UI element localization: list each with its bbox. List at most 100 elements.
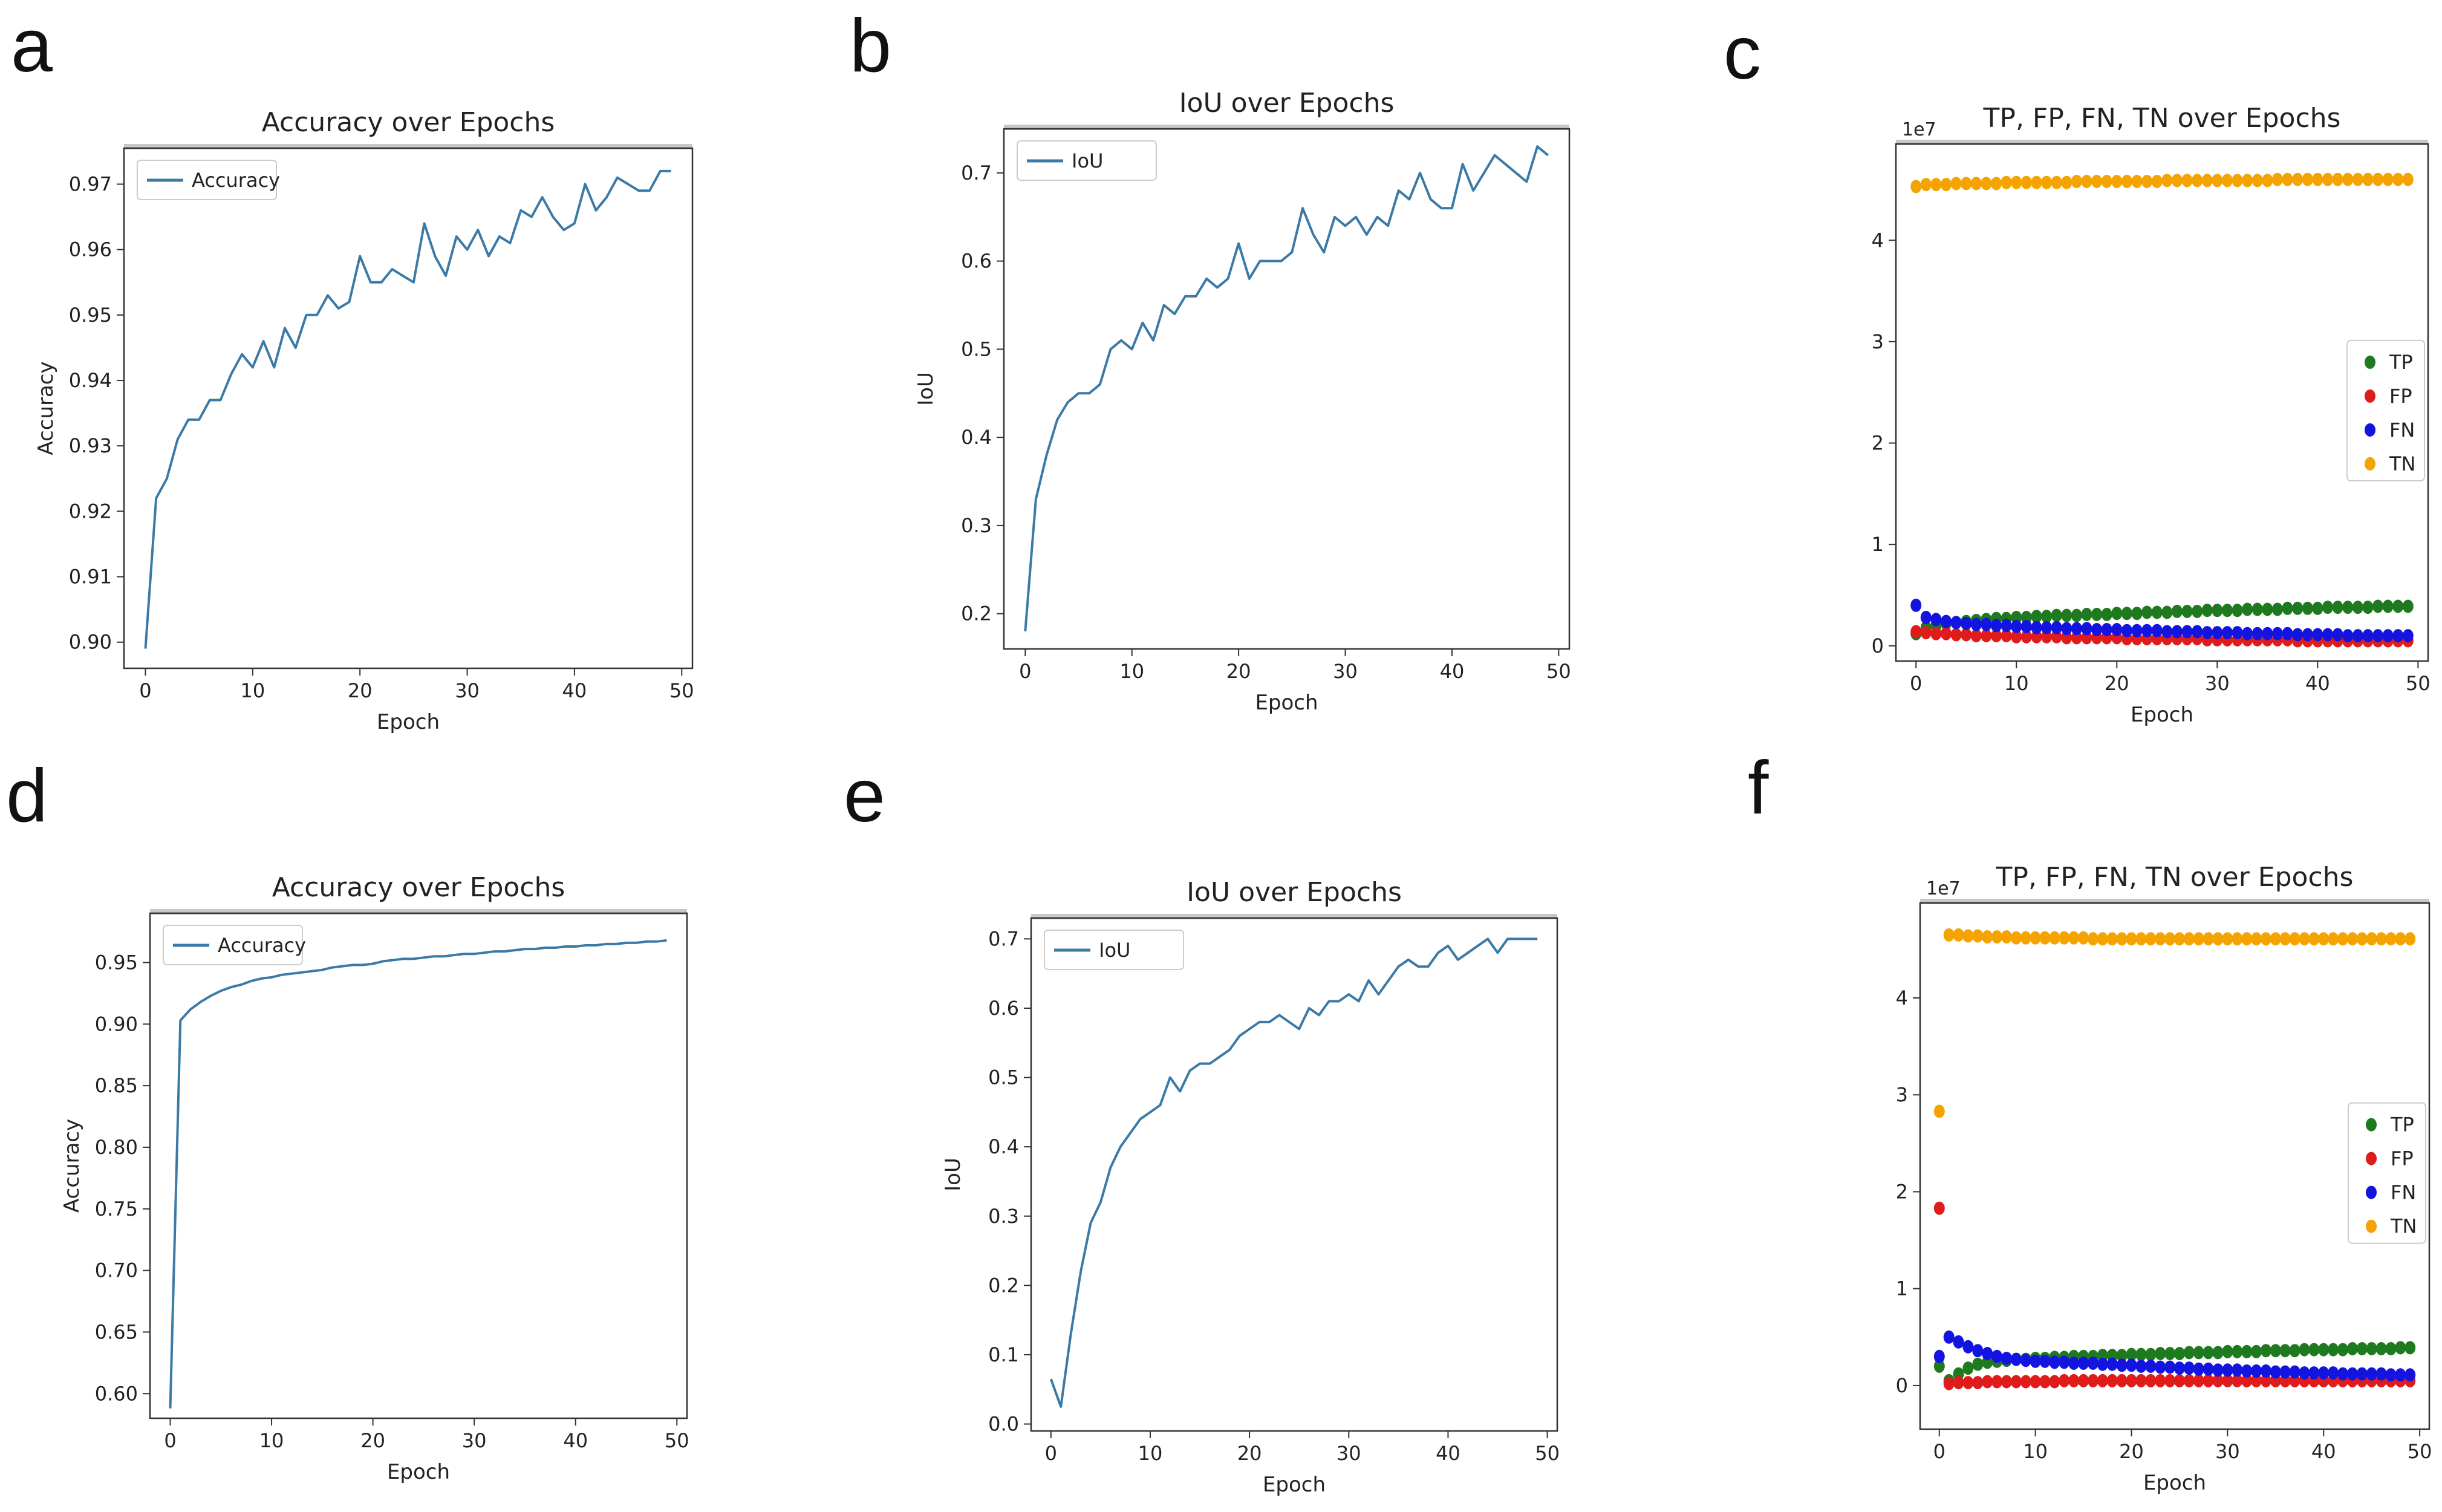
chart-e-ytick-label: 0.7 [988, 927, 1019, 950]
chart-f-point-fp [1991, 1375, 2003, 1389]
chart-c: TP, FP, FN, TN over Epochs 0 10 20 30 40 50 0 1 2… [1872, 103, 2431, 727]
chart-f-point-tn [2356, 932, 2368, 946]
chart-a-legend-label: Accuracy [192, 169, 280, 192]
chart-f-point-tn [2030, 931, 2041, 945]
chart-f-point-fp [1972, 1376, 1984, 1390]
chart-f-point-fp [2088, 1374, 2098, 1387]
chart-f-point-fn [2001, 1352, 2012, 1365]
chart-a-top-edge [124, 144, 692, 149]
chart-c-legend-swatch-fp [2365, 389, 2375, 403]
chart-d-xtick-label: 20 [360, 1429, 385, 1452]
chart-e-ylabel: IoU [941, 1158, 965, 1191]
chart-f-point-fp [2030, 1375, 2041, 1389]
chart-f-point-tn [1991, 930, 2003, 944]
chart-f-point-fn [2289, 1365, 2300, 1379]
chart-f-point-fn [1991, 1349, 2003, 1363]
chart-c-point-tp [2262, 602, 2273, 616]
chart-c-point-tn [2232, 174, 2243, 187]
chart-c-point-tn [2252, 174, 2263, 187]
chart-f-point-fp [2059, 1374, 2070, 1387]
chart-c-point-tp [2201, 604, 2213, 618]
chart-c-point-tn [2151, 175, 2163, 188]
chart-c-frame [1895, 143, 2429, 662]
chart-b-series-line [1024, 145, 1549, 631]
chart-f-legend [2348, 1102, 2426, 1244]
chart-f-point-tn [2241, 932, 2253, 946]
chart-c-point-fn [2292, 628, 2304, 642]
chart-f-point-tn [2001, 930, 2012, 944]
chart-f-point-fp [1953, 1376, 1964, 1390]
chart-a-ytick-label: 0.91 [69, 565, 112, 588]
chart-c-point-fn [2001, 619, 2012, 633]
chart-f-point-fn [2385, 1368, 2397, 1382]
chart-c-point-tp [2252, 602, 2263, 616]
chart-e-legend-label: IoU [1099, 939, 1130, 962]
chart-c-point-tp [2192, 604, 2203, 618]
chart-c-point-tp [2212, 604, 2223, 618]
chart-f-point-fp [2155, 1374, 2166, 1387]
chart-f-point-tn [1933, 1104, 1945, 1118]
chart-c-point-tp [2392, 599, 2404, 613]
chart-c-point-tn [2201, 174, 2213, 187]
chart-f-point-fp [2116, 1374, 2128, 1387]
chart-f-point-fp [1933, 1201, 1945, 1215]
chart-c-point-tp [2141, 605, 2153, 619]
chart-e-xtick-label: 10 [1138, 1442, 1163, 1465]
chart-f-point-tn [2173, 932, 2185, 946]
chart-e-xlabel: Epoch [1263, 1473, 1326, 1497]
chart-f-point-tp [2260, 1344, 2271, 1358]
chart-a-ytick-label: 0.93 [69, 434, 112, 457]
chart-f-point-tp [2279, 1344, 2291, 1358]
chart-f-point-fn [2155, 1360, 2166, 1374]
chart-c-xtick-label: 20 [2105, 672, 2129, 695]
chart-f-point-tp [2183, 1346, 2195, 1360]
chart-f-point-tn [2212, 932, 2224, 946]
chart-f-point-tn [2270, 932, 2281, 946]
chart-a-legend [137, 160, 277, 200]
chart-c-point-tp [2221, 604, 2233, 618]
chart-f-point-tp [2155, 1347, 2166, 1360]
chart-b-xlabel: Epoch [1255, 691, 1318, 715]
chart-f-point-fp [1943, 1377, 1955, 1390]
chart-a-title: Accuracy over Epochs [262, 107, 555, 138]
chart-c-point-fp [2011, 630, 2022, 644]
chart-c-point-fn [2201, 626, 2213, 640]
chart-c-point-fn [2221, 626, 2233, 640]
chart-c-point-tp [2121, 607, 2132, 621]
chart-e-xtick-label: 40 [1436, 1442, 1460, 1465]
chart-c-point-fn [2151, 624, 2163, 637]
chart-b-xtick-label: 0 [1019, 660, 1031, 683]
chart-a-ytick-label: 0.97 [69, 172, 112, 195]
chart-f-point-tn [2039, 931, 2051, 945]
chart-b-xtick-label: 30 [1333, 660, 1358, 683]
chart-f-point-fn [2328, 1366, 2339, 1380]
chart-c-point-tp [2302, 601, 2313, 615]
chart-c-point-tp [2382, 599, 2394, 613]
chart-a-xtick-label: 50 [669, 679, 694, 702]
chart-d-ytick-label: 0.75 [95, 1198, 138, 1220]
chart-d-title: Accuracy over Epochs [272, 872, 565, 903]
chart-c-point-fn [1950, 616, 1962, 630]
chart-f-point-tp [1933, 1359, 1945, 1373]
chart-c-point-fn [1930, 613, 1942, 627]
chart-f-point-tp [2135, 1347, 2147, 1361]
chart-d-ytick-label: 0.65 [95, 1320, 138, 1343]
chart-c-point-fp [2020, 630, 2032, 644]
chart-e: IoU over Epochs 0 10 20 30 40 50 0.0 0.1 0.2 0.3 0.… [941, 877, 1560, 1497]
chart-e-ytick-label: 0.3 [988, 1205, 1019, 1228]
chart-f-point-fn [2260, 1364, 2271, 1378]
chart-f-point-fp [2145, 1374, 2157, 1387]
chart-f-point-tn [2164, 932, 2176, 946]
chart-e-ytick-label: 0.0 [988, 1413, 1019, 1436]
chart-c-legend-label-tn: TN [2389, 452, 2415, 475]
chart-c-ytick-label: 3 [1872, 330, 1884, 353]
chart-f-point-tn [2193, 932, 2204, 946]
chart-c-xtick-label: 10 [2004, 672, 2029, 695]
chart-c-point-fn [1991, 619, 2002, 633]
chart-c-point-tn [2212, 174, 2223, 187]
chart-f-ytick-label: 0 [1896, 1374, 1908, 1397]
chart-c-point-tp [2282, 601, 2293, 615]
chart-f-point-tn [2251, 932, 2262, 946]
chart-c-scale-label: 1e7 [1902, 119, 1936, 140]
chart-f-ytick-label: 3 [1896, 1083, 1908, 1106]
